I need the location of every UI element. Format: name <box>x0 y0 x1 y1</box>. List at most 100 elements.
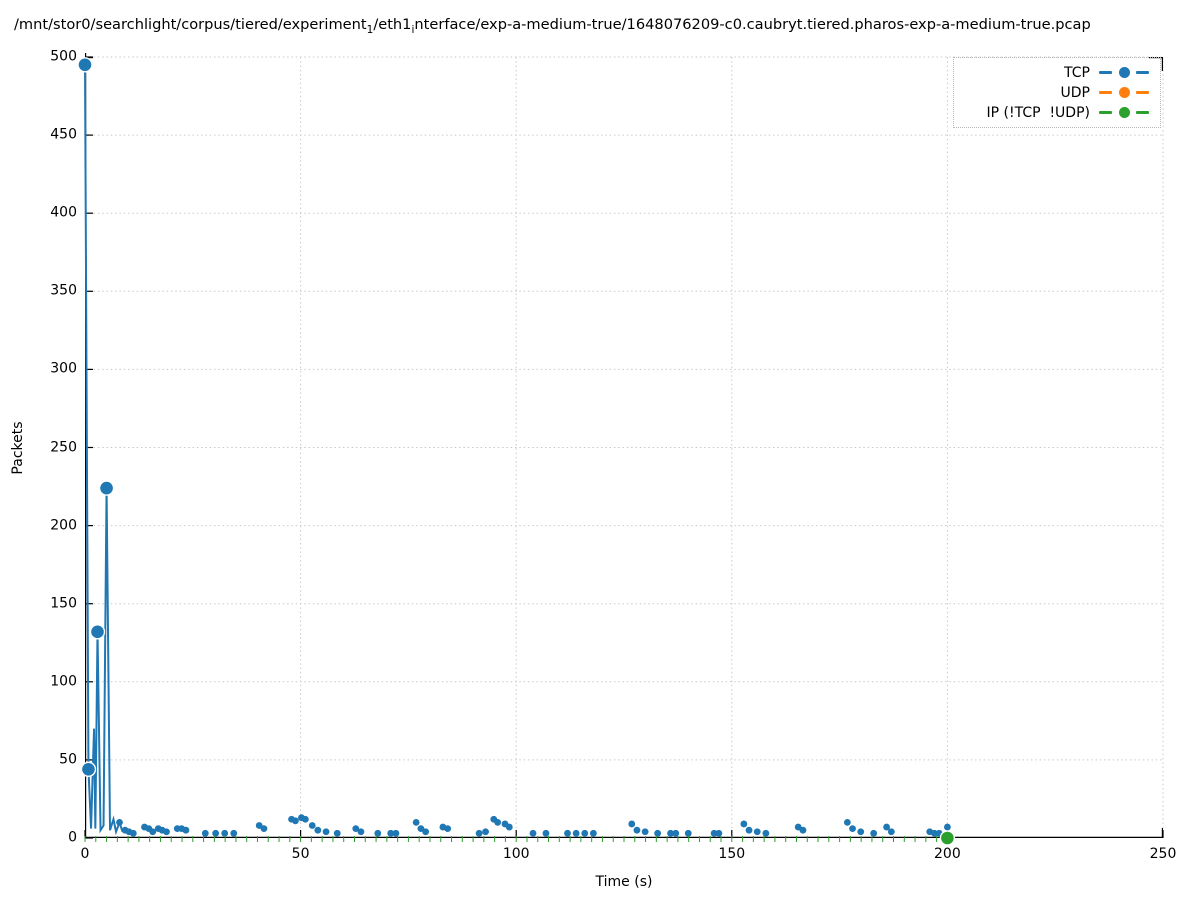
data-point-small <box>149 828 157 836</box>
x-tick-label: 150 <box>718 846 746 862</box>
title-part2: /eth1 <box>373 16 412 33</box>
data-point-small <box>641 828 649 836</box>
data-point-small <box>201 829 209 837</box>
data-point-small <box>628 820 636 828</box>
data-point-small <box>857 828 865 836</box>
y-tick-label: 400 <box>50 204 77 221</box>
y-tick-label: 500 <box>50 48 77 65</box>
data-point-small <box>129 829 137 837</box>
legend-line-marker-icon <box>1099 87 1149 98</box>
data-point-small <box>740 820 748 828</box>
y-tick-label: 50 <box>59 751 77 768</box>
data-point-small <box>542 829 550 837</box>
data-point <box>89 624 106 640</box>
y-tick-label: 250 <box>50 439 77 456</box>
title-part3: nterface/exp-a-medium-true/1648076209-c0… <box>414 16 1091 33</box>
data-point-small <box>230 829 238 837</box>
data-point-small <box>572 829 580 837</box>
x-tick-label: 200 <box>934 846 961 862</box>
data-point-small <box>944 823 951 831</box>
data-point-small <box>314 826 322 834</box>
legend-entry-tcp: TCP <box>954 63 1160 82</box>
title-subscript-2: i <box>411 24 415 36</box>
data-point-small <box>505 823 513 831</box>
data-point-small <box>870 829 878 837</box>
x-tick-label: 100 <box>502 846 530 862</box>
data-point-small <box>392 829 400 837</box>
data-point-small <box>529 829 537 837</box>
data-point-small <box>422 828 430 836</box>
data-point-small <box>212 829 220 837</box>
data-point-small <box>589 829 597 837</box>
legend-line-marker-icon <box>1099 107 1149 118</box>
data-point-small <box>387 829 395 837</box>
data-point-small <box>494 818 502 826</box>
data-point-small <box>260 825 268 833</box>
data-point-small <box>715 829 723 837</box>
data-point-small <box>843 818 851 826</box>
x-axis-label: Time (s) <box>595 874 653 890</box>
legend: TCP UDP IP (!TCP !UDP) <box>953 57 1161 128</box>
data-point-small <box>667 829 674 837</box>
legend-line-marker-icon <box>1099 67 1149 78</box>
data-point-small <box>753 828 761 836</box>
y-tick-label: 350 <box>50 282 77 299</box>
chart-title: /mnt/stor0/searchlight/corpus/tiered/exp… <box>14 16 1091 36</box>
plot-svg <box>77 53 1164 846</box>
data-point <box>80 761 97 777</box>
data-point-small <box>931 829 938 837</box>
data-point-small <box>308 822 316 829</box>
data-point-small <box>374 829 382 837</box>
y-tick-label: 100 <box>50 673 77 690</box>
data-point-small <box>672 829 680 837</box>
data-point-small <box>163 828 170 836</box>
data-point <box>98 480 115 496</box>
legend-entry-ip: IP (!TCP !UDP) <box>954 103 1160 122</box>
data-point-small <box>581 829 589 837</box>
x-tick-label: 250 <box>1149 846 1177 862</box>
data-point-small <box>357 828 365 836</box>
legend-entry-udp: UDP <box>954 83 1160 102</box>
data-point-small <box>333 829 341 837</box>
data-point-small <box>883 823 891 831</box>
data-point-small <box>564 829 571 837</box>
data-point-small <box>799 826 807 834</box>
data-point-small <box>116 818 123 826</box>
title-subscript-1: 1 <box>366 24 374 36</box>
y-tick-label: 300 <box>50 361 77 378</box>
title-part1: /mnt/stor0/searchlight/corpus/tiered/exp… <box>14 16 367 33</box>
data-point-small <box>322 828 330 836</box>
data-point-small <box>412 818 420 826</box>
y-tick-label: 200 <box>50 517 77 534</box>
data-point-small <box>482 828 489 836</box>
data-point <box>77 57 93 73</box>
data-point-small <box>745 826 753 834</box>
data-point-small <box>301 815 309 823</box>
data-point-small <box>475 829 483 837</box>
data-point-small <box>684 829 692 837</box>
data-point-small <box>710 829 718 837</box>
x-tick-label: 0 <box>80 846 90 862</box>
data-point-small <box>221 829 229 837</box>
series-line <box>84 64 124 836</box>
data-point-small <box>633 826 641 834</box>
data-point-small <box>654 829 662 837</box>
data-point <box>939 830 956 846</box>
data-point-small <box>887 828 895 836</box>
y-tick-label: 150 <box>50 595 77 612</box>
legend-label-udp: UDP <box>1060 84 1090 101</box>
data-point-small <box>762 829 770 837</box>
y-tick-label: 450 <box>50 126 77 143</box>
data-point-small <box>292 817 299 825</box>
plot-area <box>77 53 1164 846</box>
data-point-small <box>182 826 190 834</box>
data-point-small <box>444 825 452 833</box>
x-tick-label: 50 <box>291 846 310 862</box>
y-axis-label: Packets <box>10 421 26 475</box>
data-point-small <box>352 825 360 833</box>
legend-label-ip: IP (!TCP !UDP) <box>986 104 1091 121</box>
data-point-small <box>849 825 856 833</box>
legend-label-tcp: TCP <box>1064 64 1090 81</box>
y-tick-label: 0 <box>68 829 77 846</box>
